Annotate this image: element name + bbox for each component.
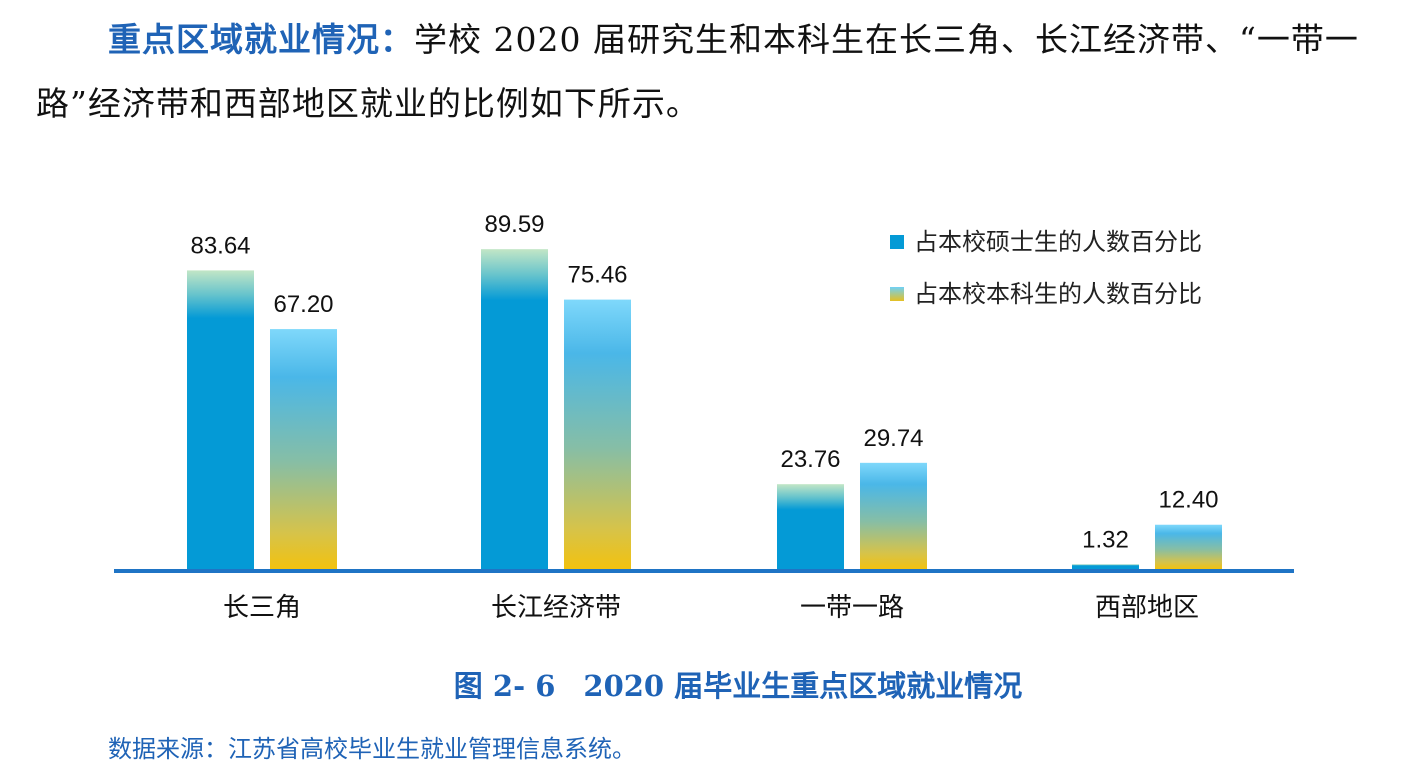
figure-title: 2020 届毕业生重点区域就业情况 xyxy=(583,669,1023,703)
legend-label-bachelor: 占本校本科生的人数百分比 xyxy=(914,280,1202,308)
labels-layer: 83.64 67.20 89.59 75.46 23.76 29.74 1.32 12.40 xyxy=(190,211,1218,553)
bar-master-0 xyxy=(187,270,254,569)
legend: 占本校硕士生的人数百分比 占本校本科生的人数百分比 xyxy=(890,228,1202,308)
x-tick-labels: 长三角 长江经济带 一带一路 西部地区 xyxy=(223,593,1199,623)
bar-bachelor-1 xyxy=(564,299,631,569)
figure-caption: 图 2- 6 2020 届毕业生重点区域就业情况 xyxy=(0,664,1410,708)
data-label-bachelor-3: 12.40 xyxy=(1158,487,1218,514)
bar-master-2 xyxy=(777,484,844,569)
data-label-master-2: 23.76 xyxy=(780,446,840,473)
x-tick-label-0: 长三角 xyxy=(223,593,301,623)
bar-master-3 xyxy=(1072,564,1139,569)
intro-text: 学校 2020 届研究生和本科生在长三角、长江经济带、“一带一路”经济带和西部地… xyxy=(36,20,1359,123)
data-label-bachelor-0: 67.20 xyxy=(273,291,333,318)
data-label-master-3: 1.32 xyxy=(1082,526,1129,553)
data-label-master-0: 83.64 xyxy=(190,232,250,259)
legend-swatch-bachelor xyxy=(890,287,904,301)
data-label-bachelor-1: 75.46 xyxy=(567,262,627,289)
legend-label-master: 占本校硕士生的人数百分比 xyxy=(914,228,1202,256)
x-tick-label-3: 西部地区 xyxy=(1095,593,1199,623)
data-label-master-1: 89.59 xyxy=(484,211,544,238)
figure-number: 图 2- 6 xyxy=(453,669,556,703)
bar-bachelor-0 xyxy=(270,329,337,569)
bar-bachelor-3 xyxy=(1155,524,1222,569)
intro-lead: 重点区域就业情况： xyxy=(108,20,414,59)
bar-bachelor-2 xyxy=(860,462,927,569)
bar-chart: 83.6467.2089.5975.4623.7629.741.3212.40 … xyxy=(114,211,1294,623)
data-label-bachelor-2: 29.74 xyxy=(863,425,923,452)
intro-paragraph: 重点区域就业情况：学校 2020 届研究生和本科生在长三角、长江经济带、“一带一… xyxy=(36,8,1376,136)
data-source-note: 数据来源：江苏省高校毕业生就业管理信息系统。 xyxy=(108,735,636,763)
x-tick-label-2: 一带一路 xyxy=(800,593,904,623)
bar-master-1 xyxy=(481,249,548,569)
bars-layer xyxy=(187,249,1222,569)
legend-swatch-master xyxy=(890,235,904,249)
x-tick-label-1: 长江经济带 xyxy=(491,593,621,623)
